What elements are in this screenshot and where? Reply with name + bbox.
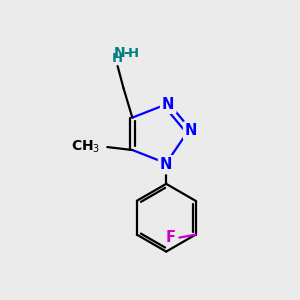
Text: F: F bbox=[166, 230, 176, 245]
Text: H: H bbox=[112, 52, 123, 64]
Text: N: N bbox=[160, 157, 172, 172]
Text: -: - bbox=[123, 45, 129, 60]
Text: N: N bbox=[185, 123, 197, 138]
Text: H: H bbox=[128, 46, 140, 60]
Text: CH$_3$: CH$_3$ bbox=[70, 139, 100, 155]
Text: N: N bbox=[114, 46, 126, 60]
Text: N: N bbox=[162, 97, 174, 112]
